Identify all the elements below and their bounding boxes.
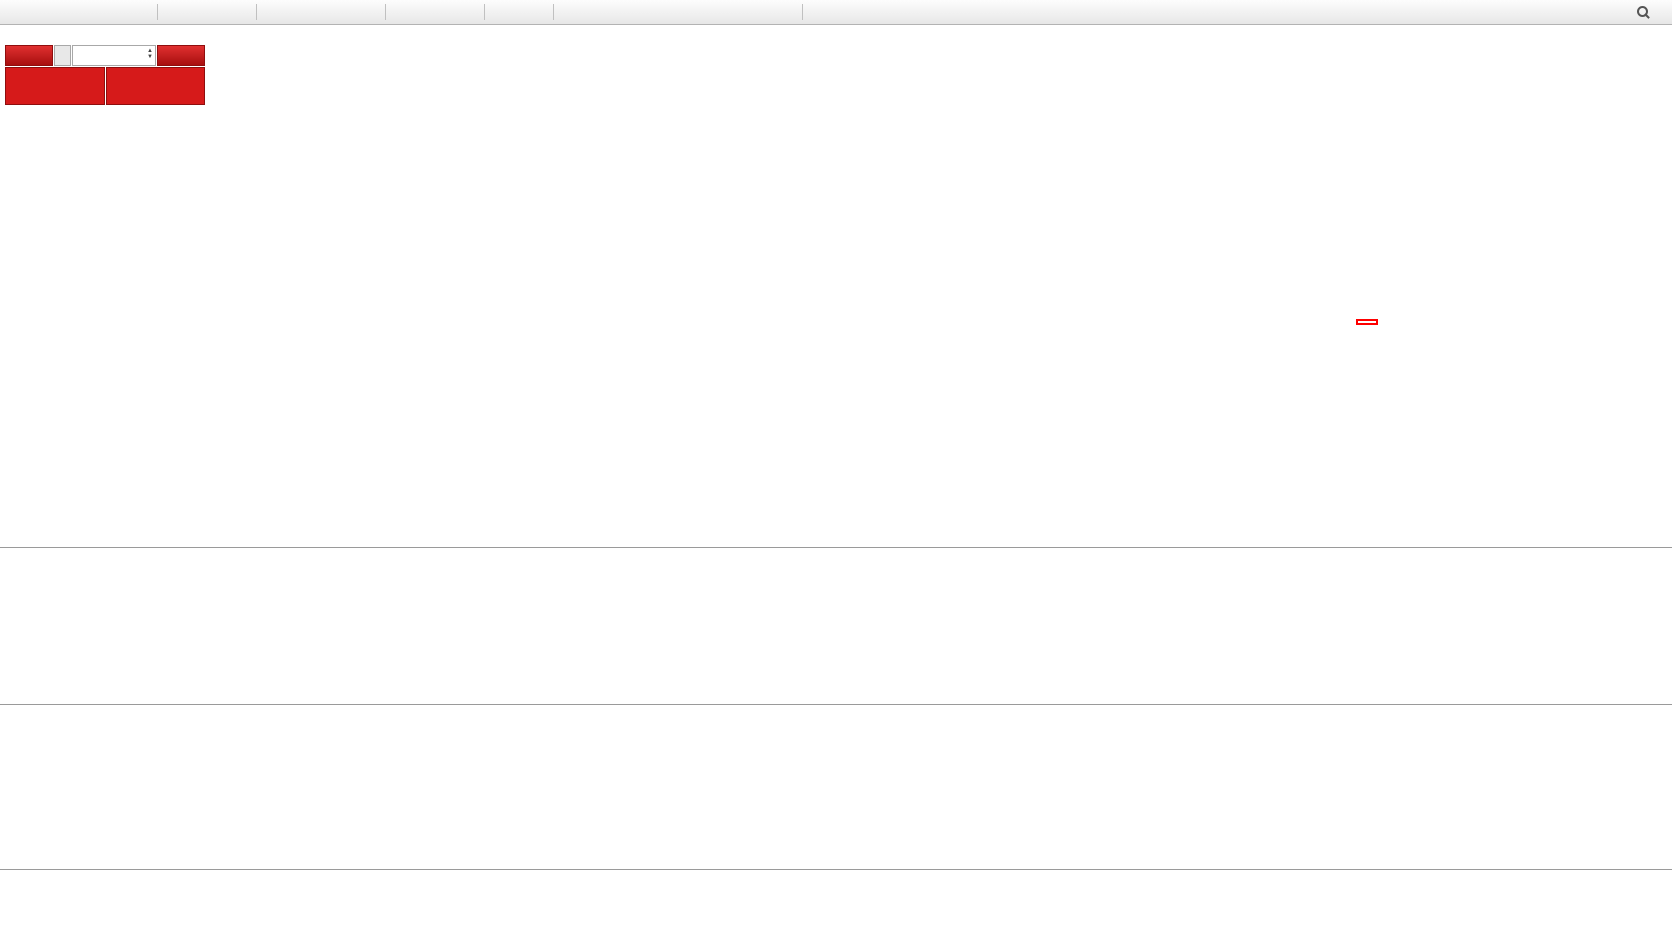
- one-click-trading-panel: ▲ ▼: [5, 45, 205, 105]
- indicators-button[interactable]: [391, 1, 419, 23]
- rsi-header: [5, 708, 10, 720]
- new-order-button[interactable]: [4, 1, 32, 23]
- rsi-svg[interactable]: [0, 705, 1672, 869]
- volume-field[interactable]: ▲ ▼: [72, 45, 156, 66]
- price-chart-svg[interactable]: [0, 25, 1672, 547]
- volume-stepper[interactable]: ▲ ▼: [147, 48, 153, 60]
- search-icon[interactable]: [1637, 5, 1650, 19]
- periods-button[interactable]: [421, 1, 449, 23]
- fibonacci-tool-button[interactable]: [679, 1, 707, 23]
- shapes-dropdown-button[interactable]: [769, 1, 797, 23]
- channel-tool-button[interactable]: [649, 1, 677, 23]
- toolbar-separator: [256, 4, 257, 20]
- templates-button[interactable]: [451, 1, 479, 23]
- hline-tool-button[interactable]: [589, 1, 617, 23]
- macd-panel: [0, 547, 1672, 704]
- buy-button[interactable]: [157, 45, 205, 66]
- sell-price-button[interactable]: [5, 67, 105, 105]
- buy-price-button[interactable]: [105, 67, 205, 105]
- price-level-callout[interactable]: [1356, 319, 1378, 325]
- toolbar-separator: [484, 4, 485, 20]
- sell-button[interactable]: [5, 45, 53, 66]
- trendline-tool-button[interactable]: [619, 1, 647, 23]
- toolbar-separator: [802, 4, 803, 20]
- zoom-in-button[interactable]: [262, 1, 290, 23]
- toolbar: [0, 0, 1672, 25]
- zoom-out-button[interactable]: [292, 1, 320, 23]
- toolbar-separator: [385, 4, 386, 20]
- line-style-button[interactable]: [223, 1, 251, 23]
- toolbar-separator: [553, 4, 554, 20]
- chart-title: [6, 29, 29, 41]
- candles-style-button[interactable]: [193, 1, 221, 23]
- arrow-tool-button[interactable]: [739, 1, 767, 23]
- bars-style-button[interactable]: [163, 1, 191, 23]
- symbols-button[interactable]: [34, 1, 62, 23]
- toolbar-right-group: [1637, 5, 1658, 19]
- macd-header: [5, 551, 15, 563]
- cursor-tool-button[interactable]: [490, 1, 518, 23]
- trade-options-dropdown[interactable]: [54, 45, 71, 66]
- rsi-panel: [0, 704, 1672, 869]
- time-axis[interactable]: [0, 869, 1672, 892]
- spin-up-icon[interactable]: ▲: [147, 48, 153, 54]
- macd-svg[interactable]: [0, 548, 1672, 704]
- main-chart-panel: ▲ ▼: [0, 25, 1672, 547]
- vline-tool-button[interactable]: [559, 1, 587, 23]
- crosshair-tool-button[interactable]: [520, 1, 548, 23]
- arrange-windows-button[interactable]: [352, 1, 380, 23]
- autotrading-button[interactable]: [124, 1, 152, 23]
- chart-window-button[interactable]: [64, 1, 92, 23]
- spin-down-icon[interactable]: ▼: [147, 54, 153, 60]
- text-tool-button[interactable]: [709, 1, 737, 23]
- profiles-button[interactable]: [94, 1, 122, 23]
- bottom-filler: [0, 892, 1672, 945]
- toolbar-separator: [157, 4, 158, 20]
- tile-windows-button[interactable]: [322, 1, 350, 23]
